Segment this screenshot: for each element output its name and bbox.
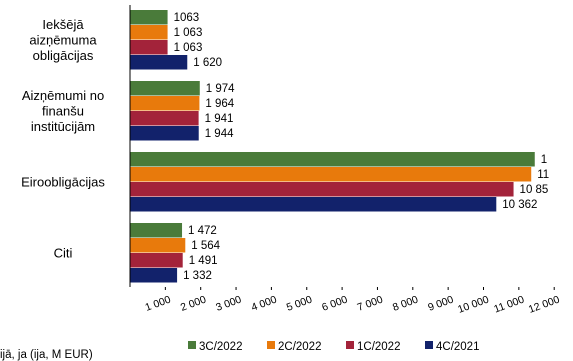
- data-label: 1: [541, 154, 547, 166]
- cut-off-axis-title: ijā, ja (ija, M EUR): [0, 349, 93, 361]
- category-label: Eiroobligācijas: [21, 175, 105, 190]
- tick-label: 9 000: [426, 293, 455, 313]
- bar: [130, 152, 535, 167]
- tick-label: 1 000: [144, 293, 173, 313]
- data-label: 10 85: [520, 184, 549, 196]
- bar: [130, 81, 200, 96]
- data-label: 1 974: [206, 83, 235, 95]
- data-label: 11: [537, 169, 549, 181]
- category-label: finanšu: [42, 104, 84, 119]
- bar: [130, 55, 188, 70]
- legend-label: 3C/2022: [199, 341, 242, 353]
- tick-label: 6 000: [320, 293, 349, 313]
- category-label: Aizņēmumi no: [22, 88, 104, 103]
- legend-label: 1C/2022: [357, 341, 400, 353]
- x-axis-ticks: 1 000 2 000 3 000 4 000 5 000 6 000 7 000 8 000…: [144, 287, 561, 316]
- category-label: Citi: [54, 246, 73, 261]
- data-label: 1 063: [174, 27, 203, 39]
- bar: [130, 40, 168, 55]
- bar: [130, 182, 514, 197]
- tick-label: 11 000: [492, 293, 526, 315]
- bar: [130, 253, 183, 268]
- tick-label: 2 000: [179, 293, 208, 313]
- data-label: 1 491: [189, 255, 218, 267]
- data-label: 1 944: [205, 128, 234, 140]
- legend: 3C/2022 2C/2022 1C/2022 4C/2021: [188, 341, 479, 353]
- bar: [130, 111, 199, 126]
- data-labels: 1063 1 063 1 063 1 620 1 974 1 964 1 941 1 944 1…: [174, 12, 550, 282]
- data-label: 1 620: [193, 57, 222, 69]
- category-label: Iekšējā: [42, 17, 84, 32]
- bar: [130, 96, 200, 111]
- data-label: 1 332: [183, 270, 212, 282]
- category-label: institūcijām: [31, 119, 95, 134]
- tick-label: 3 000: [214, 293, 243, 313]
- data-label: 10 362: [502, 199, 537, 211]
- bar: [130, 126, 199, 141]
- legend-label: 2C/2022: [278, 341, 321, 353]
- tick-label: 8 000: [391, 293, 420, 313]
- legend-swatch: [188, 341, 196, 349]
- tick-label: 4 000: [250, 293, 279, 313]
- tick-label: 12 000: [527, 293, 561, 315]
- bar: [130, 238, 186, 253]
- data-label: 1 472: [188, 225, 217, 237]
- bars: [130, 10, 535, 283]
- category-label: aizņēmuma: [29, 33, 97, 48]
- legend-label: 4C/2021: [436, 341, 479, 353]
- bar: [130, 268, 178, 283]
- bar: [130, 223, 183, 238]
- bar: [130, 25, 168, 40]
- data-label: 1 964: [205, 98, 234, 110]
- tick-label: 10 000: [456, 293, 490, 315]
- category-label: obligācijas: [33, 48, 94, 63]
- data-label: 1 941: [205, 113, 234, 125]
- data-label: 1063: [174, 12, 200, 24]
- legend-swatch: [425, 341, 433, 349]
- tick-label: 5 000: [285, 293, 314, 313]
- tick-label: 7 000: [356, 293, 385, 313]
- legend-swatch: [267, 341, 275, 349]
- bar: [130, 197, 497, 212]
- bar: [130, 167, 532, 182]
- data-label: 1 564: [191, 240, 220, 252]
- bar: [130, 10, 168, 25]
- legend-swatch: [346, 341, 354, 349]
- data-label: 1 063: [174, 42, 203, 54]
